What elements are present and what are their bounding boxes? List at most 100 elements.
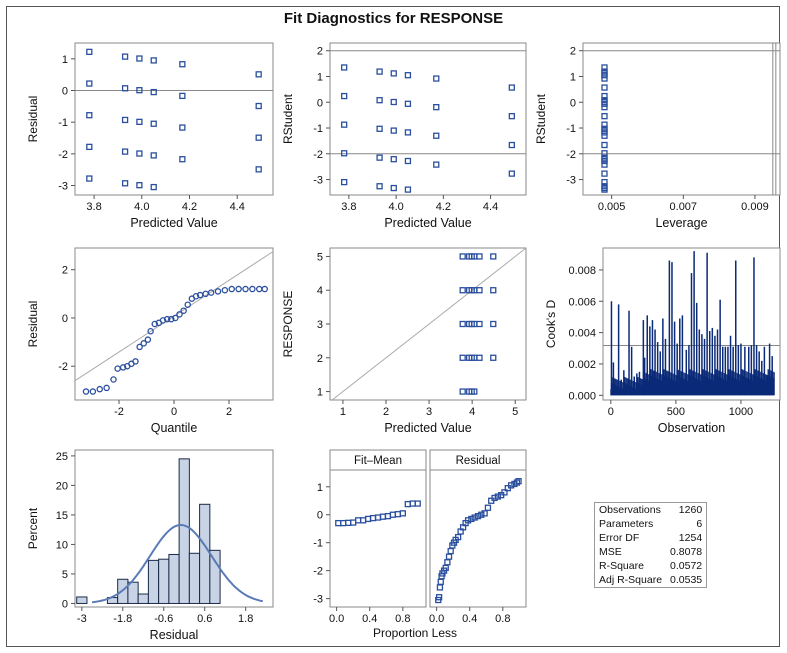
data-point: [390, 156, 397, 163]
data-point: [136, 182, 143, 189]
data-point: [132, 358, 139, 365]
cooks-d-xtick-label: 1000: [729, 406, 753, 418]
data-point: [103, 384, 110, 392]
response-vs-predicted-xtick-label: 1: [340, 406, 346, 418]
stat-value: 0.0535: [670, 574, 703, 586]
data-point: [147, 327, 154, 335]
stat-label: Observations: [599, 504, 661, 516]
response-vs-predicted-xtick-label: 2: [383, 406, 389, 418]
rstudent-vs-leverage-xlabel: Leverage: [655, 216, 707, 230]
data-point: [228, 285, 235, 293]
response-vs-predicted-ylabel: RESPONSE: [281, 291, 295, 358]
residual-vs-predicted-ylabel: Residual: [26, 96, 40, 143]
stat-row: MSE 0.8078: [595, 545, 707, 559]
data-point: [508, 84, 515, 91]
data-point: [235, 285, 242, 293]
fit-mean-panel: Fit–Mean 0.0 0.4 0.8 1 0 -1 -2 -3: [313, 449, 427, 625]
rstudent-vs-predicted-panel: 3.8 4.0 4.2 4.4 2 1 0 -1 -2 -3 Predicted Value RStu…: [281, 42, 527, 230]
response-vs-predicted-xtick-label: 5: [512, 406, 518, 418]
stat-label: Error DF: [599, 532, 640, 544]
data-point: [249, 285, 256, 293]
residual-vs-predicted-panel: 3.8 4.0 4.2 4.4 1 0 -1 -2 -3 Predicted Value Resid…: [26, 42, 274, 230]
residual-histogram-xtick-label: 1.8: [238, 613, 253, 625]
data-point: [255, 134, 262, 141]
data-point: [341, 64, 348, 71]
data-point: [376, 97, 383, 104]
data-point: [214, 288, 222, 295]
data-point: [433, 132, 440, 139]
data-point: [601, 92, 608, 100]
residual-histogram-ytick-label: 15: [56, 510, 68, 522]
data-point: [180, 307, 187, 314]
stat-row: Adj R-Square 0.0535: [595, 573, 707, 588]
data-point: [184, 301, 191, 308]
data-point: [601, 84, 608, 91]
data-point: [471, 514, 478, 521]
residual-histogram-xtick-label: 0.6: [197, 613, 212, 625]
data-point: [468, 515, 475, 523]
data-point: [513, 479, 521, 486]
data-point: [150, 183, 157, 191]
stat-label: R-Square: [599, 560, 644, 572]
data-point: [163, 315, 171, 323]
data-point: [261, 285, 268, 293]
data-point: [435, 594, 443, 601]
data-point: [501, 489, 508, 496]
rstudent-vs-predicted-ytick-label: -3: [313, 175, 323, 187]
residual-vs-predicted-ytick-label: 0: [62, 86, 68, 98]
data-point: [404, 72, 412, 79]
residual-histogram-ytick-label: 0: [62, 598, 68, 610]
data-point: [151, 320, 158, 328]
data-point: [474, 512, 482, 520]
data-point: [399, 510, 406, 517]
data-point: [110, 376, 117, 383]
residual-histogram-ytick-label: 5: [62, 569, 68, 581]
rstudent-vs-predicted-ytick-label: 1: [317, 71, 323, 83]
data-point: [601, 178, 608, 186]
residual-histogram-ytick-label: 10: [56, 539, 68, 551]
data-point: [150, 57, 157, 64]
cooks-d-ytick-label: 0.002: [568, 359, 596, 371]
rstudent-vs-predicted-ylabel: RStudent: [281, 93, 295, 144]
data-point: [433, 75, 440, 82]
data-point: [192, 293, 200, 300]
data-point: [490, 354, 497, 361]
data-point: [404, 157, 412, 165]
response-vs-predicted-xlabel: Predicted Value: [384, 421, 471, 435]
rstudent-vs-predicted-xtick-label: 3.8: [341, 201, 356, 213]
data-point: [140, 340, 147, 347]
rstudent-vs-predicted-ytick-label: 0: [317, 97, 323, 109]
data-point: [481, 510, 488, 517]
stat-value: 0.0572: [670, 560, 703, 572]
data-point: [172, 314, 179, 322]
data-point: [167, 315, 175, 323]
residual-vs-predicted-ytick-label: -2: [58, 149, 68, 161]
data-point: [121, 85, 129, 92]
data-point: [464, 517, 472, 524]
data-point: [476, 320, 483, 328]
histogram-bar: [199, 503, 211, 604]
residual-vs-predicted-ytick-label: 1: [62, 54, 68, 66]
fit-mean-xtick-label: 0.4: [362, 613, 377, 625]
stat-label: MSE: [599, 546, 622, 558]
data-point: [490, 253, 497, 260]
data-point: [390, 98, 397, 106]
rstudent-vs-predicted-xtick-label: 4.0: [388, 201, 403, 213]
data-point: [491, 494, 498, 502]
fit-mean-ytick-label: -3: [313, 594, 323, 606]
data-point: [601, 75, 608, 82]
data-point: [459, 287, 466, 294]
rstudent-vs-predicted-xlabel: Predicted Value: [384, 216, 471, 230]
normal-density-curve: [92, 524, 263, 604]
histogram-bar: [127, 581, 139, 604]
residual-vs-predicted-xtick-label: 4.2: [182, 201, 197, 213]
stat-row: Observations 1260: [595, 503, 707, 518]
residual-qq-ytick-label: 0: [62, 313, 68, 325]
residual-spread-header-title: Residual: [456, 455, 501, 467]
data-point: [404, 100, 412, 107]
cooks-d-ytick-label: 0.008: [568, 265, 596, 277]
rstudent-vs-predicted-xtick-label: 4.2: [436, 201, 451, 213]
data-point: [376, 125, 383, 132]
residual-vs-predicted-xtick-label: 3.8: [86, 201, 101, 213]
residual-histogram-ytick-label: 20: [56, 480, 68, 492]
